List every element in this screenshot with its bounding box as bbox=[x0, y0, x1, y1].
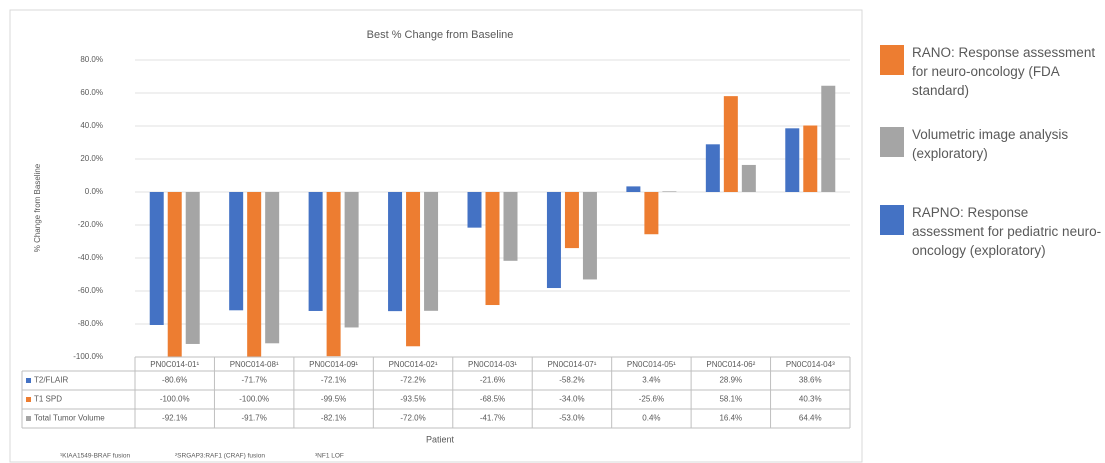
table-value: -99.5% bbox=[321, 395, 346, 404]
bar bbox=[185, 192, 200, 344]
y-tick-label: -60.0% bbox=[78, 286, 103, 295]
table-value: -93.5% bbox=[400, 395, 425, 404]
bar bbox=[821, 85, 836, 192]
side-legend-swatch bbox=[880, 205, 904, 235]
footnote: ³NF1 LOF bbox=[315, 453, 344, 460]
y-tick-label: 0.0% bbox=[85, 187, 103, 196]
y-tick-label: -40.0% bbox=[78, 253, 103, 262]
table-value: 38.6% bbox=[799, 376, 822, 385]
table-value: -72.0% bbox=[400, 414, 425, 423]
x-tick-label: PN0C014-01¹ bbox=[150, 360, 199, 369]
x-tick-label: PN0C014-06² bbox=[706, 360, 755, 369]
legend-swatch bbox=[26, 378, 31, 383]
bar bbox=[582, 192, 597, 280]
bar bbox=[803, 125, 818, 192]
y-tick-label: 80.0% bbox=[80, 55, 103, 64]
x-tick-label: PN0C014-07¹ bbox=[547, 360, 596, 369]
bar bbox=[785, 128, 800, 192]
footnote: ¹KIAA1549-BRAF fusion bbox=[60, 453, 130, 460]
y-tick-label: 20.0% bbox=[80, 154, 103, 163]
y-axis-title: % Change from Baseline bbox=[33, 163, 42, 252]
table-value: -71.7% bbox=[241, 376, 266, 385]
bar bbox=[626, 186, 641, 192]
x-tick-label: PN0C014-04³ bbox=[786, 360, 835, 369]
table-value: -58.2% bbox=[559, 376, 584, 385]
bar bbox=[705, 144, 720, 192]
table-value: -82.1% bbox=[321, 414, 346, 423]
side-legend-swatch bbox=[880, 127, 904, 157]
bar bbox=[326, 192, 341, 357]
table-value: -100.0% bbox=[239, 395, 269, 404]
table-value: 28.9% bbox=[719, 376, 742, 385]
bar bbox=[644, 192, 659, 235]
bar bbox=[723, 96, 738, 192]
side-legend-label: Volumetric image analysis (exploratory) bbox=[912, 127, 1069, 161]
x-tick-label: PN0C014-08¹ bbox=[230, 360, 279, 369]
legend-label: Total Tumor Volume bbox=[34, 414, 105, 423]
table-value: 40.3% bbox=[799, 395, 822, 404]
table-value: 3.4% bbox=[642, 376, 660, 385]
footnote: ²SRGAP3:RAF1 (CRAF) fusion bbox=[175, 453, 265, 460]
y-tick-label: -100.0% bbox=[73, 352, 103, 361]
bar bbox=[546, 192, 561, 289]
legend-swatch bbox=[26, 416, 31, 421]
bar bbox=[229, 192, 244, 311]
bar bbox=[406, 192, 421, 347]
bar bbox=[167, 192, 182, 357]
bar bbox=[485, 192, 500, 306]
legend-swatch bbox=[26, 397, 31, 402]
bar bbox=[308, 192, 323, 311]
side-legend-swatch bbox=[880, 45, 904, 75]
bar bbox=[344, 192, 359, 328]
table-value: -25.6% bbox=[639, 395, 664, 404]
x-tick-label: PN0C014-03¹ bbox=[468, 360, 517, 369]
bar bbox=[265, 192, 280, 344]
y-tick-label: 60.0% bbox=[80, 88, 103, 97]
bar bbox=[662, 191, 677, 192]
y-tick-label: -80.0% bbox=[78, 319, 103, 328]
chart: Best % Change from Baseline % Change fro… bbox=[9, 9, 863, 463]
table-value: -80.6% bbox=[162, 376, 187, 385]
y-tick-label: 40.0% bbox=[80, 121, 103, 130]
table-value: 64.4% bbox=[799, 414, 822, 423]
bar bbox=[149, 192, 164, 325]
x-tick-label: PN0C014-02¹ bbox=[389, 360, 438, 369]
table-value: 0.4% bbox=[642, 414, 660, 423]
table-value: 16.4% bbox=[719, 414, 742, 423]
legend-label: T1 SPD bbox=[34, 395, 62, 404]
bar bbox=[503, 192, 518, 261]
table-value: -100.0% bbox=[160, 395, 190, 404]
bar bbox=[424, 192, 439, 311]
table-value: -72.1% bbox=[321, 376, 346, 385]
table-value: 58.1% bbox=[719, 395, 742, 404]
table-value: -68.5% bbox=[480, 395, 505, 404]
chart-title: Best % Change from Baseline bbox=[367, 29, 514, 41]
side-legend-label: RAPNO: Response assessment for pediatric… bbox=[912, 205, 1102, 258]
bar bbox=[247, 192, 262, 357]
table-value: -53.0% bbox=[559, 414, 584, 423]
bar bbox=[741, 164, 756, 192]
x-tick-label: PN0C014-09¹ bbox=[309, 360, 358, 369]
bar bbox=[467, 192, 482, 228]
table-value: -21.6% bbox=[480, 376, 505, 385]
legend-label: T2/FLAIR bbox=[34, 376, 68, 385]
bar bbox=[564, 192, 579, 249]
y-tick-label: -20.0% bbox=[78, 220, 103, 229]
table-value: -41.7% bbox=[480, 414, 505, 423]
table-value: -92.1% bbox=[162, 414, 187, 423]
table-value: -34.0% bbox=[559, 395, 584, 404]
side-legend-label: RANO: Response assessment for neuro-onco… bbox=[912, 45, 1096, 98]
x-tick-label: PN0C014-05¹ bbox=[627, 360, 676, 369]
bar bbox=[388, 192, 403, 312]
table-value: -91.7% bbox=[241, 414, 266, 423]
x-axis-title: Patient bbox=[426, 434, 455, 444]
table-value: -72.2% bbox=[400, 376, 425, 385]
